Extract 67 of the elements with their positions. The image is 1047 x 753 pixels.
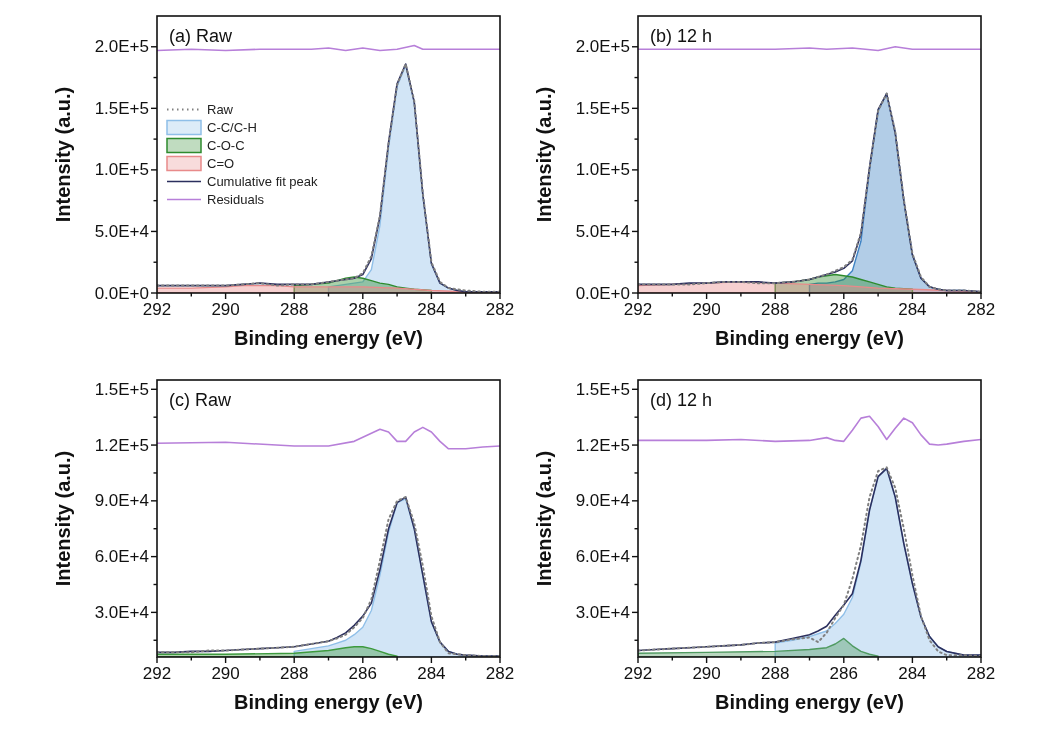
x-tick-label: 292 xyxy=(142,664,172,683)
y-tick-label: 1.0E+5 xyxy=(575,160,630,180)
text: (a) Raw xyxy=(169,26,234,46)
legend-label: C=O xyxy=(207,156,235,171)
x-tick-label: 282 xyxy=(966,664,996,683)
legend-label: Cumulative fit peak xyxy=(207,174,319,189)
y-tick-label: 0.0E+0 xyxy=(575,283,630,303)
legend-label: C-C/C-H xyxy=(207,120,257,135)
y-tick-label: 1.5E+5 xyxy=(94,379,149,399)
text: (c) Raw xyxy=(169,390,232,410)
y-tick-label: 3.0E+4 xyxy=(575,602,630,622)
y-tick-label: 3.0E+4 xyxy=(94,602,149,622)
y-tick-label: 1.5E+5 xyxy=(94,98,149,118)
y-tick-label: 6.0E+4 xyxy=(575,547,630,567)
x-tick-label: 288 xyxy=(280,664,309,683)
line-series xyxy=(638,415,981,446)
x-tick-label: 292 xyxy=(623,664,653,683)
text: (b) 12 h xyxy=(650,26,713,46)
x-tick-label: 284 xyxy=(898,664,927,683)
y-tick-label: 1.2E+5 xyxy=(575,435,630,455)
y-axis-title: Intensity (a.u.) xyxy=(52,86,74,223)
y-axis-title: Intensity (a.u.) xyxy=(533,450,555,587)
x-tick-label: 282 xyxy=(966,300,996,319)
x-tick-label: 284 xyxy=(417,300,446,319)
x-tick-label: 290 xyxy=(211,664,240,683)
y-axis-title: Intensity (a.u.) xyxy=(52,450,74,587)
y-axis-title: Intensity (a.u.) xyxy=(533,86,555,223)
line-series xyxy=(157,63,500,293)
legend-label: C-O-C xyxy=(207,138,245,153)
x-tick-label: 290 xyxy=(692,300,721,319)
legend-label: Residuals xyxy=(207,192,265,207)
legend-label: Raw xyxy=(207,102,234,117)
x-tick-label: 288 xyxy=(761,664,790,683)
x-tick-label: 286 xyxy=(348,300,377,319)
x-tick-label: 288 xyxy=(280,300,309,319)
x-tick-label: 284 xyxy=(417,664,446,683)
x-tick-label: 292 xyxy=(142,300,172,319)
y-tick-label: 0.0E+0 xyxy=(94,283,149,303)
x-axis-title: Binding energy (eV) xyxy=(234,691,423,713)
x-axis-title: Binding energy (eV) xyxy=(715,327,904,349)
x-tick-label: 286 xyxy=(829,300,858,319)
x-tick-label: 282 xyxy=(485,664,515,683)
x-tick-label: 290 xyxy=(692,664,721,683)
y-tick-label: 9.0E+4 xyxy=(575,491,630,511)
y-tick-label: 5.0E+4 xyxy=(94,221,149,241)
y-tick-label: 1.0E+5 xyxy=(94,160,149,180)
x-tick-label: 282 xyxy=(485,300,515,319)
x-tick-label: 292 xyxy=(623,300,653,319)
line-series xyxy=(157,496,500,657)
y-tick-label: 5.0E+4 xyxy=(575,221,630,241)
y-tick-label: 6.0E+4 xyxy=(94,547,149,567)
y-tick-label: 9.0E+4 xyxy=(94,491,149,511)
x-axis-title: Binding energy (eV) xyxy=(715,691,904,713)
line-series xyxy=(157,426,500,450)
y-tick-label: 1.2E+5 xyxy=(94,435,149,455)
y-tick-label: 2.0E+5 xyxy=(575,37,630,57)
x-axis-title: Binding energy (eV) xyxy=(234,327,423,349)
x-tick-label: 290 xyxy=(211,300,240,319)
y-tick-label: 1.5E+5 xyxy=(575,98,630,118)
y-tick-label: 2.0E+5 xyxy=(94,37,149,57)
x-tick-label: 286 xyxy=(829,664,858,683)
x-tick-label: 288 xyxy=(761,300,790,319)
text: (d) 12 h xyxy=(650,390,713,410)
x-tick-label: 286 xyxy=(348,664,377,683)
x-tick-label: 284 xyxy=(898,300,927,319)
line-series xyxy=(638,92,981,293)
y-tick-label: 1.5E+5 xyxy=(575,379,630,399)
